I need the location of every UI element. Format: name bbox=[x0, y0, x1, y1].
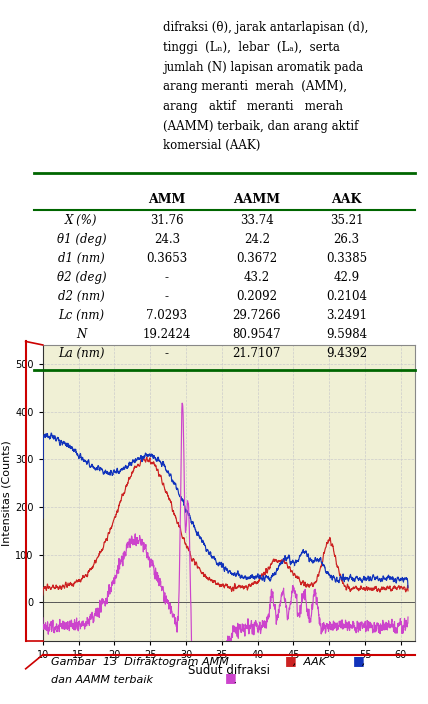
Text: 9.4392: 9.4392 bbox=[326, 347, 367, 360]
Text: X (%): X (%) bbox=[65, 214, 98, 227]
Text: 3.2491: 3.2491 bbox=[326, 309, 367, 322]
Text: d1 (nm): d1 (nm) bbox=[58, 252, 105, 265]
Text: tinggi  (Lₙ),  lebar  (Lₐ),  serta: tinggi (Lₙ), lebar (Lₐ), serta bbox=[163, 41, 339, 54]
Text: dan AAMM terbaik: dan AAMM terbaik bbox=[51, 675, 153, 685]
Text: La (nm): La (nm) bbox=[58, 347, 104, 360]
Text: d2 (nm): d2 (nm) bbox=[58, 290, 105, 303]
Text: ■: ■ bbox=[353, 654, 365, 667]
Text: 33.74: 33.74 bbox=[240, 214, 273, 227]
Text: 35.21: 35.21 bbox=[330, 214, 363, 227]
Text: 0.3653: 0.3653 bbox=[146, 252, 187, 265]
Text: 0.2092: 0.2092 bbox=[236, 290, 277, 303]
Text: 0.3672: 0.3672 bbox=[236, 252, 277, 265]
Text: -: - bbox=[165, 271, 169, 284]
Text: 9.5984: 9.5984 bbox=[326, 328, 367, 341]
Y-axis label: Intensitas (Counts): Intensitas (Counts) bbox=[1, 440, 11, 546]
Text: jumlah (N) lapisan aromatik pada: jumlah (N) lapisan aromatik pada bbox=[163, 61, 363, 73]
Text: -: - bbox=[165, 290, 169, 303]
Text: 42.9: 42.9 bbox=[333, 271, 360, 284]
Text: arang meranti  merah  (AMM),: arang meranti merah (AMM), bbox=[163, 80, 347, 93]
Text: θ1 (deg): θ1 (deg) bbox=[56, 233, 106, 246]
Text: θ2 (deg): θ2 (deg) bbox=[56, 271, 106, 284]
Text: 24.2: 24.2 bbox=[244, 233, 270, 246]
Text: 21.7107: 21.7107 bbox=[232, 347, 281, 360]
X-axis label: Sudut difraksi: Sudut difraksi bbox=[188, 664, 270, 677]
Text: N: N bbox=[76, 328, 86, 341]
Text: Lc (nm): Lc (nm) bbox=[58, 309, 104, 322]
Text: ,  AAK: , AAK bbox=[293, 658, 326, 667]
Text: 80.9547: 80.9547 bbox=[232, 328, 281, 341]
Text: 31.76: 31.76 bbox=[150, 214, 184, 227]
Text: 24.3: 24.3 bbox=[154, 233, 180, 246]
Text: (AAMM) terbaik, dan arang aktif: (AAMM) terbaik, dan arang aktif bbox=[163, 120, 358, 132]
Text: ■: ■ bbox=[285, 654, 296, 667]
Text: Gambar  13  Difraktogram AMM: Gambar 13 Difraktogram AMM bbox=[51, 658, 229, 667]
Text: 29.7266: 29.7266 bbox=[232, 309, 281, 322]
Text: arang   aktif   meranti   merah: arang aktif meranti merah bbox=[163, 100, 343, 113]
Text: difraksi (θ), jarak antarlapisan (d),: difraksi (θ), jarak antarlapisan (d), bbox=[163, 21, 368, 34]
Text: 26.3: 26.3 bbox=[333, 233, 360, 246]
Text: 43.2: 43.2 bbox=[244, 271, 270, 284]
Text: AAK: AAK bbox=[332, 193, 362, 206]
Text: 0.2104: 0.2104 bbox=[326, 290, 367, 303]
Text: ■: ■ bbox=[225, 672, 236, 684]
Text: 7.0293: 7.0293 bbox=[146, 309, 187, 322]
Text: .: . bbox=[233, 675, 237, 685]
Text: AMM: AMM bbox=[148, 193, 186, 206]
Text: -: - bbox=[165, 347, 169, 360]
Text: 19.2424: 19.2424 bbox=[143, 328, 191, 341]
Text: komersial (AAK): komersial (AAK) bbox=[163, 139, 260, 152]
Text: ,: , bbox=[362, 658, 365, 667]
Text: AAMM: AAMM bbox=[233, 193, 280, 206]
Text: 0.3385: 0.3385 bbox=[326, 252, 367, 265]
